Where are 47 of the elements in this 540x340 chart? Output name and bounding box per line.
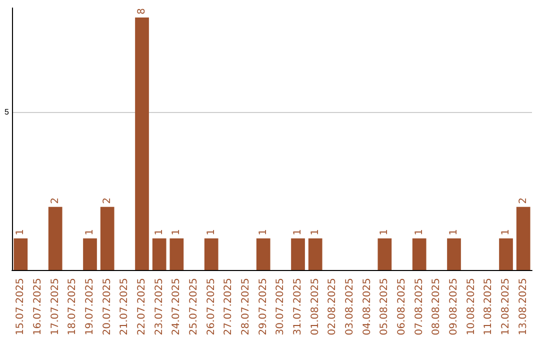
data-label: 8 (136, 8, 148, 14)
data-label: 2 (102, 197, 113, 204)
data-label: 1 (15, 229, 26, 236)
x-tick-label: 03.08.2025 (344, 278, 356, 336)
data-label: 2 (518, 197, 529, 204)
data-label: 1 (171, 229, 182, 236)
data-label: 1 (310, 229, 321, 236)
x-tick-label: 10.08.2025 (466, 278, 477, 336)
x-tick-label: 12.08.2025 (500, 278, 512, 336)
x-tick-label: 24.07.2025 (171, 278, 182, 336)
x-tick-label: 31.07.2025 (292, 278, 304, 336)
x-tick-label: 16.07.2025 (32, 278, 44, 336)
x-tick-label: 04.08.2025 (362, 278, 373, 336)
x-tick-label: 22.07.2025 (136, 278, 148, 336)
data-label: 1 (84, 229, 96, 236)
x-tick-label: 29.07.2025 (258, 278, 269, 336)
x-tick-label: 17.07.2025 (50, 278, 61, 336)
x-tick-label: 23.07.2025 (154, 278, 165, 336)
x-tick-label: 30.07.2025 (275, 278, 286, 336)
x-tick-label: 07.08.2025 (414, 278, 425, 336)
x-tick-label: 05.08.2025 (379, 278, 390, 336)
x-tick-label: 21.07.2025 (119, 278, 130, 336)
x-tick-label: 02.08.2025 (327, 278, 338, 336)
data-label: 1 (414, 229, 425, 236)
data-label: 1 (500, 229, 512, 236)
x-tick-label: 15.07.2025 (15, 278, 26, 336)
x-tick-label: 27.07.2025 (223, 278, 234, 336)
x-tick-label: 11.08.2025 (483, 278, 494, 336)
x-tick-label: 19.07.2025 (84, 278, 96, 336)
data-label: 1 (258, 229, 269, 236)
x-tick-label: 01.08.2025 (310, 278, 321, 336)
x-tick-label: 13.08.2025 (518, 278, 529, 336)
data-label: 1 (154, 229, 165, 236)
data-label: 2 (50, 197, 61, 204)
x-tick-label: 25.07.2025 (188, 278, 200, 336)
x-tick-label: 09.08.2025 (448, 278, 460, 336)
x-tick-label: 08.08.2025 (431, 278, 442, 336)
data-label: 1 (206, 229, 217, 236)
data-label: 1 (448, 229, 460, 236)
data-label: 1 (379, 229, 390, 236)
y-tick-label: 5 (4, 108, 10, 117)
x-tick-label: 06.08.2025 (396, 278, 408, 336)
x-tick-label: 18.07.2025 (67, 278, 78, 336)
x-tick-label: 28.07.2025 (240, 278, 252, 336)
x-tick-label: 20.07.2025 (102, 278, 113, 336)
x-tick-label: 26.07.2025 (206, 278, 217, 336)
data-label: 1 (292, 229, 304, 236)
